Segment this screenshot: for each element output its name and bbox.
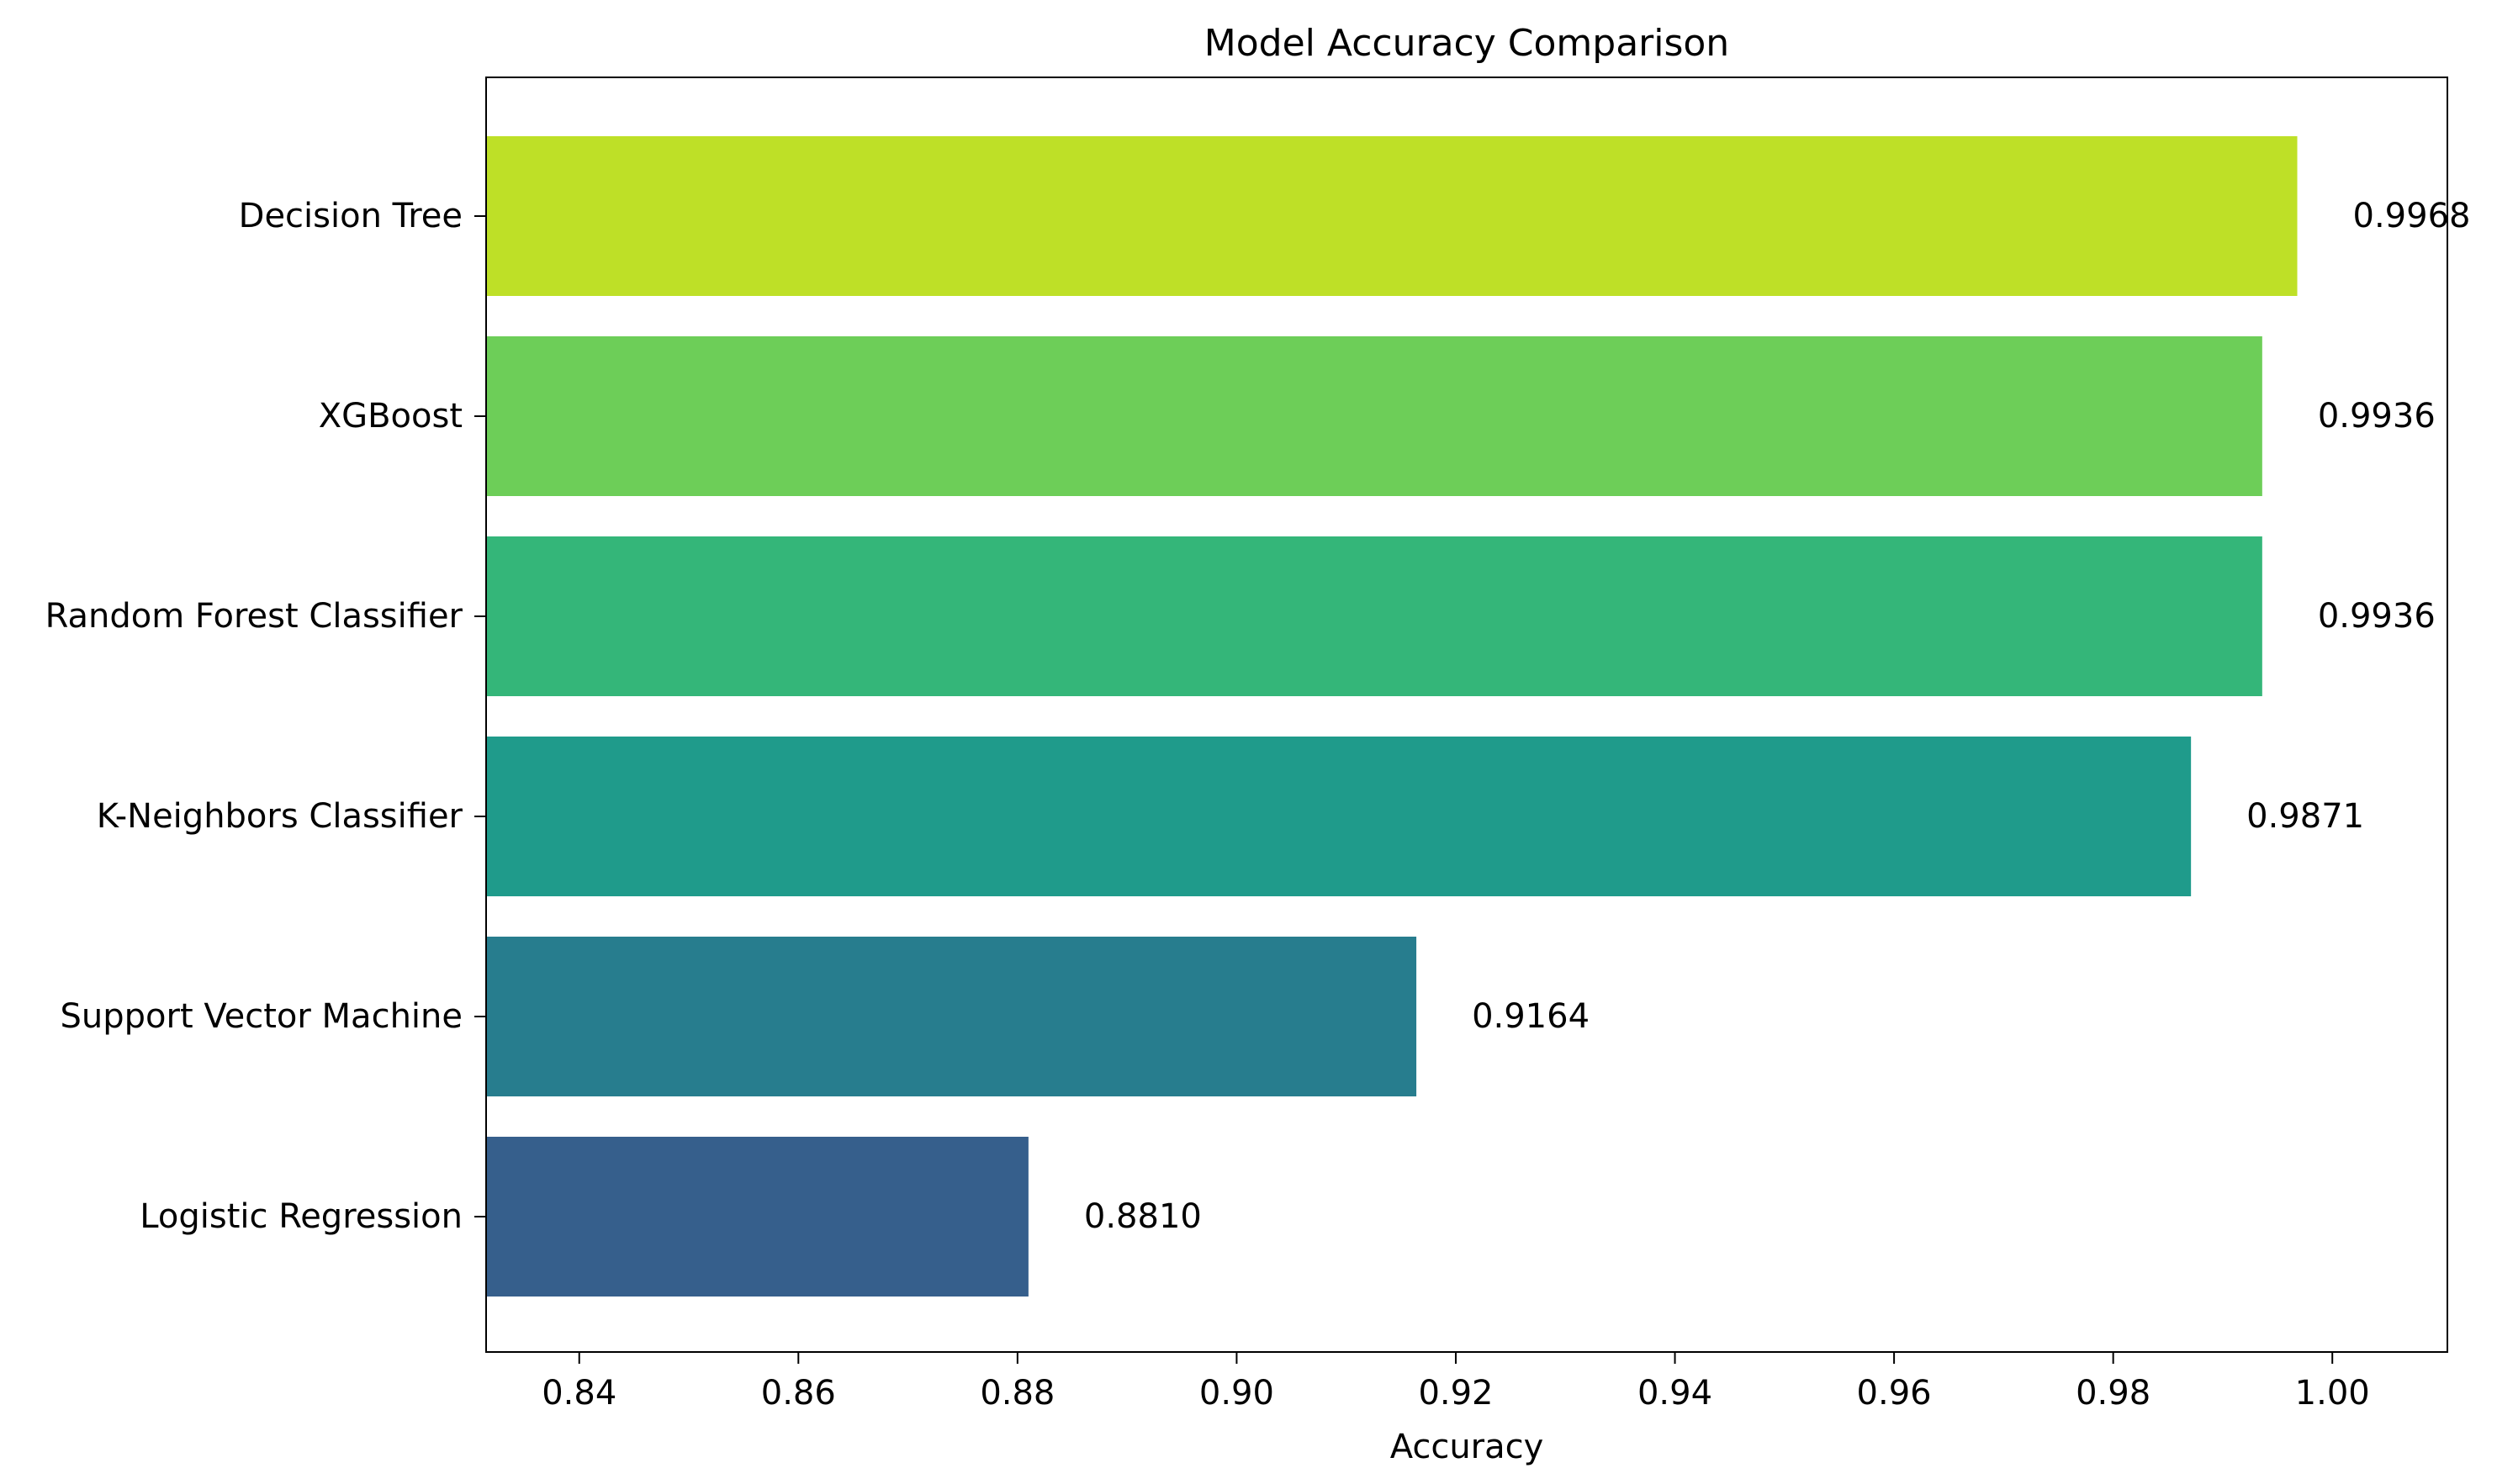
x-tick-label: 0.90 — [1199, 1374, 1274, 1413]
bar-random-forest-classifier — [486, 536, 2262, 696]
x-axis: 0.84 0.86 0.88 0.90 0.92 0.94 0.96 0.98 1.00 — [542, 1352, 2370, 1413]
data-label: 0.9871 — [2246, 797, 2364, 836]
y-tick-label: Random Forest Classifier — [45, 597, 463, 636]
bars-layer — [486, 136, 2298, 1297]
plot-frame — [485, 77, 2448, 1353]
x-tick-label: 0.96 — [1857, 1374, 1932, 1413]
y-axis: Logistic Regression Support Vector Machin… — [45, 197, 486, 1236]
bar-support-vector-machine — [486, 937, 1417, 1096]
chart-title: Model Accuracy Comparison — [1204, 22, 1729, 65]
data-label: 0.9164 — [1472, 997, 1590, 1036]
y-tick-label: Support Vector Machine — [61, 997, 463, 1036]
data-label: 0.9936 — [2318, 597, 2436, 636]
x-tick-label: 0.88 — [980, 1374, 1055, 1413]
y-tick-label: XGBoost — [319, 397, 463, 436]
data-labels-layer: 0.8810 0.9164 0.9871 0.9936 0.9936 0.9968 — [1084, 197, 2471, 1236]
y-tick-label: Decision Tree — [239, 197, 463, 235]
x-axis-label: Accuracy — [1390, 1428, 1544, 1466]
y-tick-label: K-Neighbors Classifier — [97, 797, 463, 836]
x-tick-label: 0.84 — [542, 1374, 616, 1413]
data-label: 0.8810 — [1084, 1197, 1202, 1236]
data-label: 0.9968 — [2353, 197, 2471, 235]
data-label: 0.9936 — [2318, 397, 2436, 436]
x-tick-label: 0.92 — [1418, 1374, 1493, 1413]
bar-decision-tree — [486, 136, 2298, 296]
y-tick-label: Logistic Regression — [140, 1197, 463, 1236]
bar-logistic-regression — [486, 1137, 1029, 1297]
x-tick-label: 0.94 — [1637, 1374, 1712, 1413]
x-tick-label: 0.98 — [2076, 1374, 2150, 1413]
x-tick-label: 1.00 — [2295, 1374, 2370, 1413]
bar-k-neighbors-classifier — [486, 737, 2192, 896]
x-tick-label: 0.86 — [761, 1374, 836, 1413]
bar-xgboost — [486, 336, 2262, 496]
